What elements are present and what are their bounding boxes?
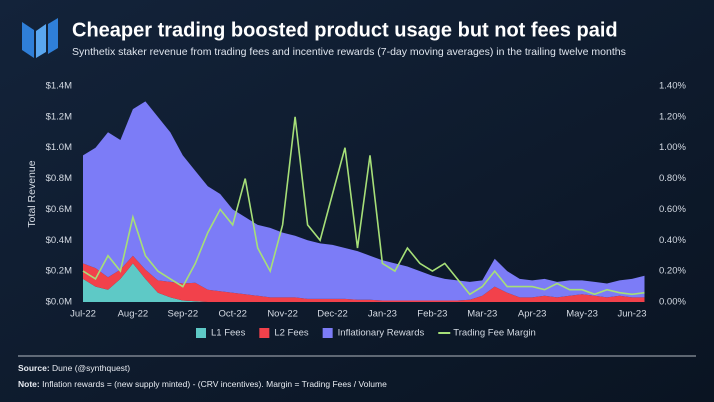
legend-label: L1 Fees <box>211 328 246 339</box>
area <box>83 255 645 302</box>
legend-label: L2 Fees <box>274 328 309 339</box>
x-tick-label: May-23 <box>566 309 598 320</box>
logo <box>22 18 58 58</box>
y-tick-label: $1.0M <box>46 142 72 153</box>
y-tick-label: $1.4M <box>46 81 72 92</box>
footer-note: Note: Inflation rewards = (new supply mi… <box>18 379 387 389</box>
y2-tick-label: 0.80% <box>659 173 686 184</box>
y2-tick-label: 1.00% <box>659 142 686 153</box>
y2-tick-label: 0.20% <box>659 266 686 277</box>
x-tick-label: Mar-23 <box>467 309 497 320</box>
margin-line <box>82 116 645 296</box>
legend-swatch <box>259 328 270 338</box>
y-tick-label: $0.6M <box>46 204 72 215</box>
y-tick-label: $0.8M <box>46 173 72 184</box>
area <box>83 263 645 302</box>
legend-swatch <box>322 328 333 338</box>
chart-subtitle: Synthetix staker revenue from trading fe… <box>72 46 626 58</box>
y2-tick-label: 0.40% <box>659 235 686 246</box>
note-label: Note: <box>18 379 40 389</box>
legend-swatch <box>196 328 206 338</box>
legend-label: Inflationary Rewards <box>338 328 425 339</box>
source: Dune (@synthquest) <box>52 363 130 373</box>
y-axis-label: Total Revenue <box>26 160 38 227</box>
legend-label: Trading Fee Margin <box>453 328 536 339</box>
x-tick-label: Dec-22 <box>317 309 348 320</box>
y2-tick-label: 0.60% <box>659 204 686 215</box>
x-tick-label: Sep-22 <box>167 309 198 320</box>
y2-tick-label: 1.20% <box>659 111 686 122</box>
note: Inflation rewards = (new supply minted) … <box>42 379 387 389</box>
footer-source: Source: Dune (@synthquest) <box>18 363 130 373</box>
x-tick-label: Nov-22 <box>267 309 298 320</box>
y-tick-label: $0.4M <box>46 235 72 246</box>
y-tick-label: $1.2M <box>46 111 72 122</box>
area <box>83 101 645 301</box>
x-tick-label: Aug-22 <box>118 309 149 320</box>
y2-tick-label: 1.40% <box>659 81 686 92</box>
x-tick-label: Jan-23 <box>368 309 397 320</box>
x-tick-label: Jul-22 <box>70 309 96 320</box>
source-label: Source: <box>18 363 50 373</box>
x-tick-label: Oct-22 <box>218 309 247 320</box>
x-tick-label: Apr-23 <box>518 309 547 320</box>
y-tick-label: $0.2M <box>46 266 72 277</box>
y-tick-label: $0.0M <box>46 297 72 308</box>
y2-tick-label: 0.00% <box>659 297 686 308</box>
x-tick-label: Feb-23 <box>417 309 447 320</box>
chart-title: Cheaper trading boosted product usage bu… <box>72 19 618 41</box>
x-tick-label: Jun-23 <box>617 309 646 320</box>
